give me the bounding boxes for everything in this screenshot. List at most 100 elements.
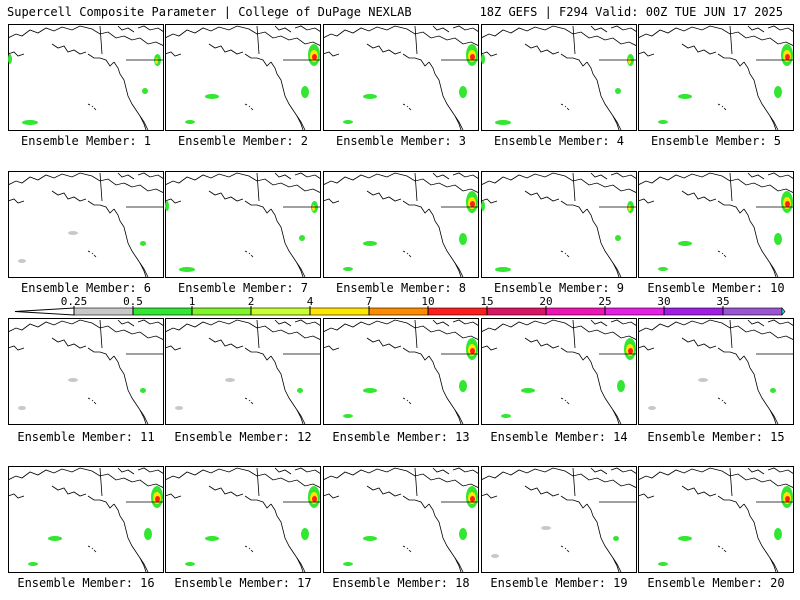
scp-contour-mid (363, 388, 377, 393)
map-frame (481, 24, 637, 131)
map-frame (165, 171, 321, 278)
ensemble-map-panel-2 (165, 24, 321, 131)
coastline (560, 347, 588, 361)
ensemble-map-panel-9 (481, 171, 637, 278)
coastline (612, 557, 620, 573)
map-frame (638, 171, 794, 278)
colorbar-tick-label: 2 (248, 296, 255, 308)
member-caption-18: Ensemble Member: 18 (332, 576, 470, 590)
coastline (250, 549, 254, 553)
colorbar-max-arrow (781, 307, 786, 316)
coastline (638, 198, 655, 204)
coastline (248, 547, 251, 550)
coastline (87, 347, 115, 361)
coastline (723, 107, 727, 111)
map-title: Supercell Composite Parameter | College … (7, 5, 412, 19)
coastline (564, 105, 567, 108)
coastline (296, 409, 304, 425)
scp-contour-mid (459, 528, 467, 540)
ensemble-map-panel-3 (323, 24, 479, 131)
pacific-map (165, 318, 321, 425)
coastline (51, 190, 87, 202)
coastline (481, 198, 498, 204)
coastline (729, 319, 733, 349)
coastline (93, 549, 97, 553)
ensemble-map-panel-10 (638, 171, 794, 278)
coastline (560, 495, 588, 509)
coastline (248, 399, 251, 402)
coastline (767, 319, 794, 327)
colorbar-segment (73, 307, 134, 316)
coastline (769, 557, 777, 573)
ensemble-map-panel-11 (8, 318, 164, 425)
coastline (296, 115, 304, 131)
coastline (481, 25, 637, 47)
coastline (250, 107, 254, 111)
member-caption-15: Ensemble Member: 15 (647, 430, 785, 444)
coastline (717, 250, 721, 253)
coastline (723, 254, 727, 258)
coastline (8, 467, 164, 489)
map-frame (8, 466, 164, 573)
coastline (402, 397, 406, 400)
coastline (91, 547, 94, 550)
scp-contour-low (68, 378, 78, 382)
member-caption-8: Ensemble Member: 8 (335, 281, 467, 295)
scp-contour-mid (343, 414, 353, 418)
coastline (402, 250, 406, 253)
scp-contour-top (785, 54, 790, 60)
coastline (93, 401, 97, 405)
coastline (8, 51, 25, 57)
coastline (87, 495, 115, 509)
scp-contour-mid (678, 94, 692, 99)
coastline (721, 399, 724, 402)
coastline (366, 485, 402, 497)
colorbar-tick-label: 20 (539, 296, 552, 308)
scp-contour-mid (770, 388, 776, 393)
coastline (717, 53, 745, 67)
coastline (99, 319, 103, 349)
coastline (87, 397, 91, 400)
coastline (560, 103, 564, 106)
member-caption-12: Ensemble Member: 12 (174, 430, 312, 444)
coastline (572, 25, 576, 55)
coastline (454, 262, 462, 278)
coastline (481, 319, 637, 341)
coastline (244, 250, 248, 253)
coastline (8, 493, 25, 499)
coastline (244, 200, 272, 214)
coastline (248, 105, 251, 108)
map-frame (323, 466, 479, 573)
ensemble-map-panel-7 (165, 171, 321, 278)
coastline (452, 467, 479, 475)
coastline (767, 25, 794, 33)
colorbar-segment (722, 307, 783, 316)
coastline (572, 319, 576, 349)
pacific-map (8, 318, 164, 425)
pacific-map (323, 24, 479, 131)
coastline (296, 262, 304, 278)
scp-contour-low (175, 406, 183, 410)
member-caption-20: Ensemble Member: 20 (647, 576, 785, 590)
ensemble-map-panel-20 (638, 466, 794, 573)
coastline (208, 337, 244, 349)
coastline (432, 25, 450, 33)
scp-contour-mid (774, 86, 782, 98)
coastline (93, 254, 97, 258)
pacific-map (481, 24, 637, 131)
map-frame (481, 318, 637, 425)
coastline (717, 103, 721, 106)
scp-contour-mid (22, 120, 38, 125)
coastline (717, 495, 745, 509)
colorbar-segment (604, 307, 665, 316)
coastline (729, 25, 733, 55)
coastline (560, 545, 564, 548)
coastline (244, 53, 272, 67)
coastline (560, 53, 588, 67)
scp-contour-mid (343, 267, 353, 271)
scp-contour-mid (521, 388, 535, 393)
scp-contour-high (628, 205, 631, 211)
coastline (721, 547, 724, 550)
coastline (432, 172, 450, 180)
member-caption-5: Ensemble Member: 5 (650, 134, 782, 148)
